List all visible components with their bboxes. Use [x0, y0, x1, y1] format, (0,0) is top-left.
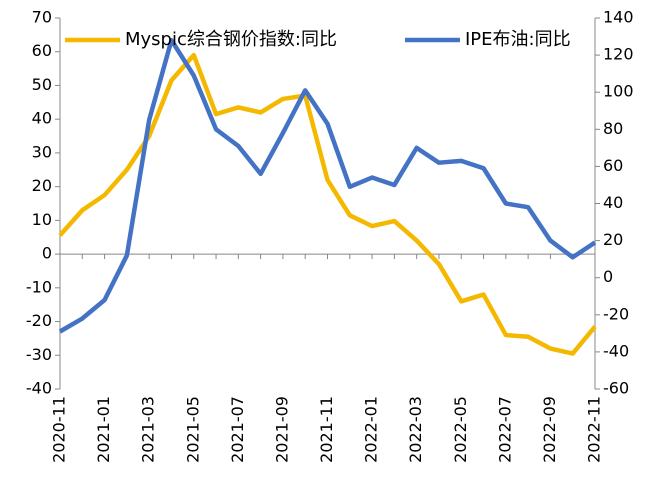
x-tick-label: 2022-01: [362, 396, 381, 463]
x-tick-label: 2022-07: [495, 396, 514, 463]
y-tick-label: 0: [42, 244, 52, 263]
series-line: [58, 52, 597, 356]
y-tick-label: -20: [26, 311, 52, 330]
y2-tick-label: 40: [603, 193, 623, 212]
x-tick-label: 2020-11: [50, 396, 69, 463]
y-tick-label: 40: [32, 109, 52, 128]
y-tick-label: 30: [32, 142, 52, 161]
y2-tick-label: -20: [603, 304, 629, 323]
y2-tick-label: 20: [603, 230, 623, 249]
x-tick-label: 2021-01: [94, 396, 113, 463]
y2-tick-label: 0: [603, 267, 613, 286]
x-tick-label: 2021-03: [139, 396, 158, 463]
x-tick-label: 2022-05: [451, 396, 470, 463]
x-tick-label: 2022-03: [406, 396, 425, 463]
legend-label: IPE布油:同比: [465, 29, 571, 50]
x-tick-label: 2021-09: [272, 396, 291, 463]
x-tick-label: 2021-07: [228, 396, 247, 463]
y-tick-label: -10: [26, 277, 52, 296]
y-tick-label: 60: [32, 41, 52, 60]
legend-label: Myspic综合钢价指数:同比: [125, 29, 337, 50]
y2-tick-label: 140: [603, 8, 634, 27]
series-line: [58, 38, 597, 334]
y-tick-label: 10: [32, 210, 52, 229]
y2-tick-label: -40: [603, 341, 629, 360]
y2-tick-label: 100: [603, 82, 634, 101]
y-tick-label: 70: [32, 8, 52, 27]
y2-tick-label: -60: [603, 379, 629, 398]
y2-tick-label: 80: [603, 119, 623, 138]
y-tick-label: 20: [32, 176, 52, 195]
x-tick-label: 2021-05: [183, 396, 202, 463]
y2-tick-label: 120: [603, 45, 634, 64]
x-tick-label: 2022-09: [540, 396, 559, 463]
y2-tick-label: 60: [603, 156, 623, 175]
x-tick-label: 2022-11: [585, 396, 604, 463]
x-tick-label: 2021-11: [317, 396, 336, 463]
y-tick-label: -30: [26, 345, 52, 364]
y-tick-label: -40: [26, 379, 52, 398]
y-tick-label: 50: [32, 75, 52, 94]
